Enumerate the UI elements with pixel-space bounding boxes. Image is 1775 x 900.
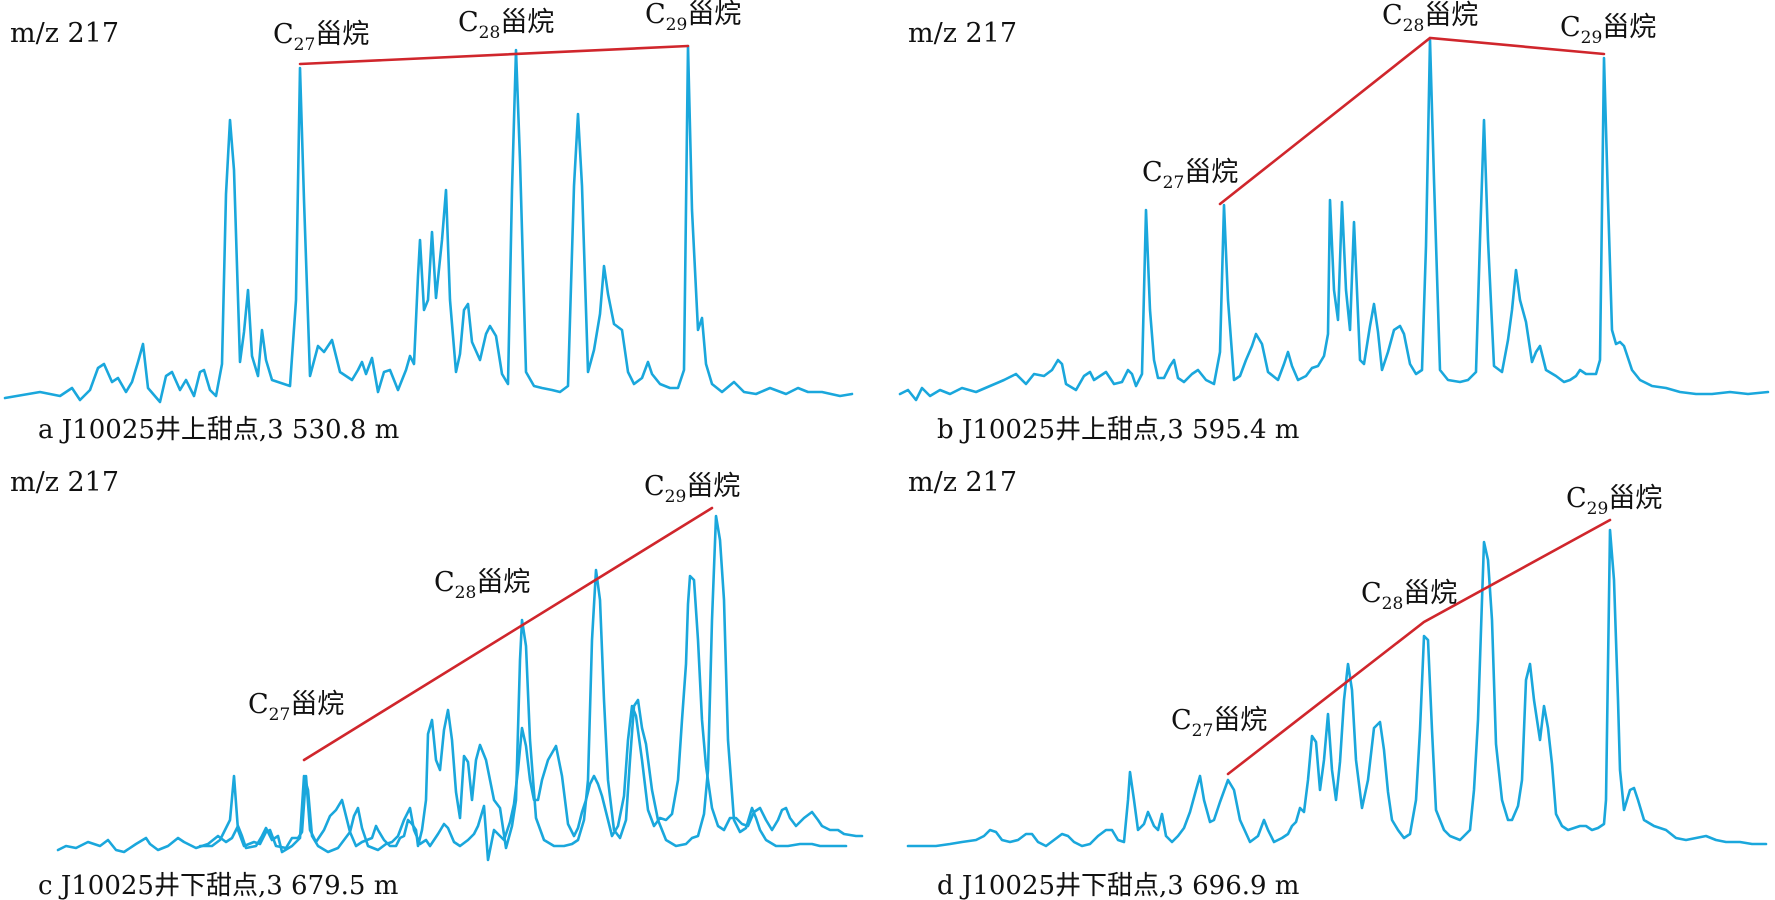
- panel-a-ion-label: m/z 217: [10, 18, 119, 49]
- panel-a-peak-label-c29: C29甾烷: [645, 0, 741, 35]
- panel-b-chromatogram-trace: [898, 38, 1770, 402]
- panel-b: m/z 217 C27甾烷 C28甾烷 C29甾烷 b J10025井上甜点,3…: [898, 0, 1770, 445]
- panel-d-peak-label-c29: C29甾烷: [1566, 483, 1662, 519]
- panel-c-peak-label-c28: C28甾烷: [434, 567, 530, 603]
- panel-c-peak-label-c27: C27甾烷: [248, 689, 344, 725]
- panel-c-chromatogram-trace: [56, 574, 864, 862]
- panel-c-ion-label: m/z 217: [10, 467, 119, 498]
- panel-b-ion-label: m/z 217: [908, 18, 1017, 49]
- panel-c-peak-label-c29: C29甾烷: [644, 471, 740, 507]
- panel-d: m/z 217 C27甾烷 C28甾烷 C29甾烷 d J10025井下甜点,3…: [906, 467, 1768, 900]
- panel-b-trend-line: [1218, 36, 1606, 206]
- panel-d-ion-label: m/z 217: [908, 467, 1017, 498]
- panel-c-trace-peaks: [198, 514, 848, 850]
- panel-a: m/z 217 C27甾烷 C28甾烷 C29甾烷 a J10025井上甜点,3…: [3, 0, 854, 445]
- panel-d-chromatogram-trace: [906, 528, 1768, 848]
- panel-c-chromatogram-trace-main: [198, 514, 848, 850]
- panel-a-peak-label-c28: C28甾烷: [458, 7, 554, 43]
- panel-d-caption: d J10025井下甜点,3 696.9 m: [937, 871, 1299, 900]
- panel-a-trend-line: [298, 44, 690, 66]
- panel-b-peak-label-c29: C29甾烷: [1560, 12, 1656, 48]
- panel-b-peak-label-c28: C28甾烷: [1382, 0, 1478, 36]
- panel-c-trend-line: [302, 506, 714, 762]
- panel-d-peak-label-c27: C27甾烷: [1171, 705, 1267, 741]
- panel-d-peak-label-c28: C28甾烷: [1361, 578, 1457, 614]
- panel-a-caption: a J10025井上甜点,3 530.8 m: [38, 415, 399, 445]
- panel-d-trend-line: [1226, 518, 1612, 776]
- panel-b-caption: b J10025井上甜点,3 595.4 m: [937, 415, 1299, 445]
- panel-c: m/z 217 C27甾烷 C28甾烷 C29甾烷 c J10025井下甜点,3…: [10, 467, 864, 900]
- panel-a-chromatogram-trace: [3, 44, 854, 404]
- panel-a-peak-label-c27: C27甾烷: [273, 19, 369, 55]
- panel-b-peak-label-c27: C27甾烷: [1142, 157, 1238, 193]
- panel-c-caption: c J10025井下甜点,3 679.5 m: [38, 871, 398, 900]
